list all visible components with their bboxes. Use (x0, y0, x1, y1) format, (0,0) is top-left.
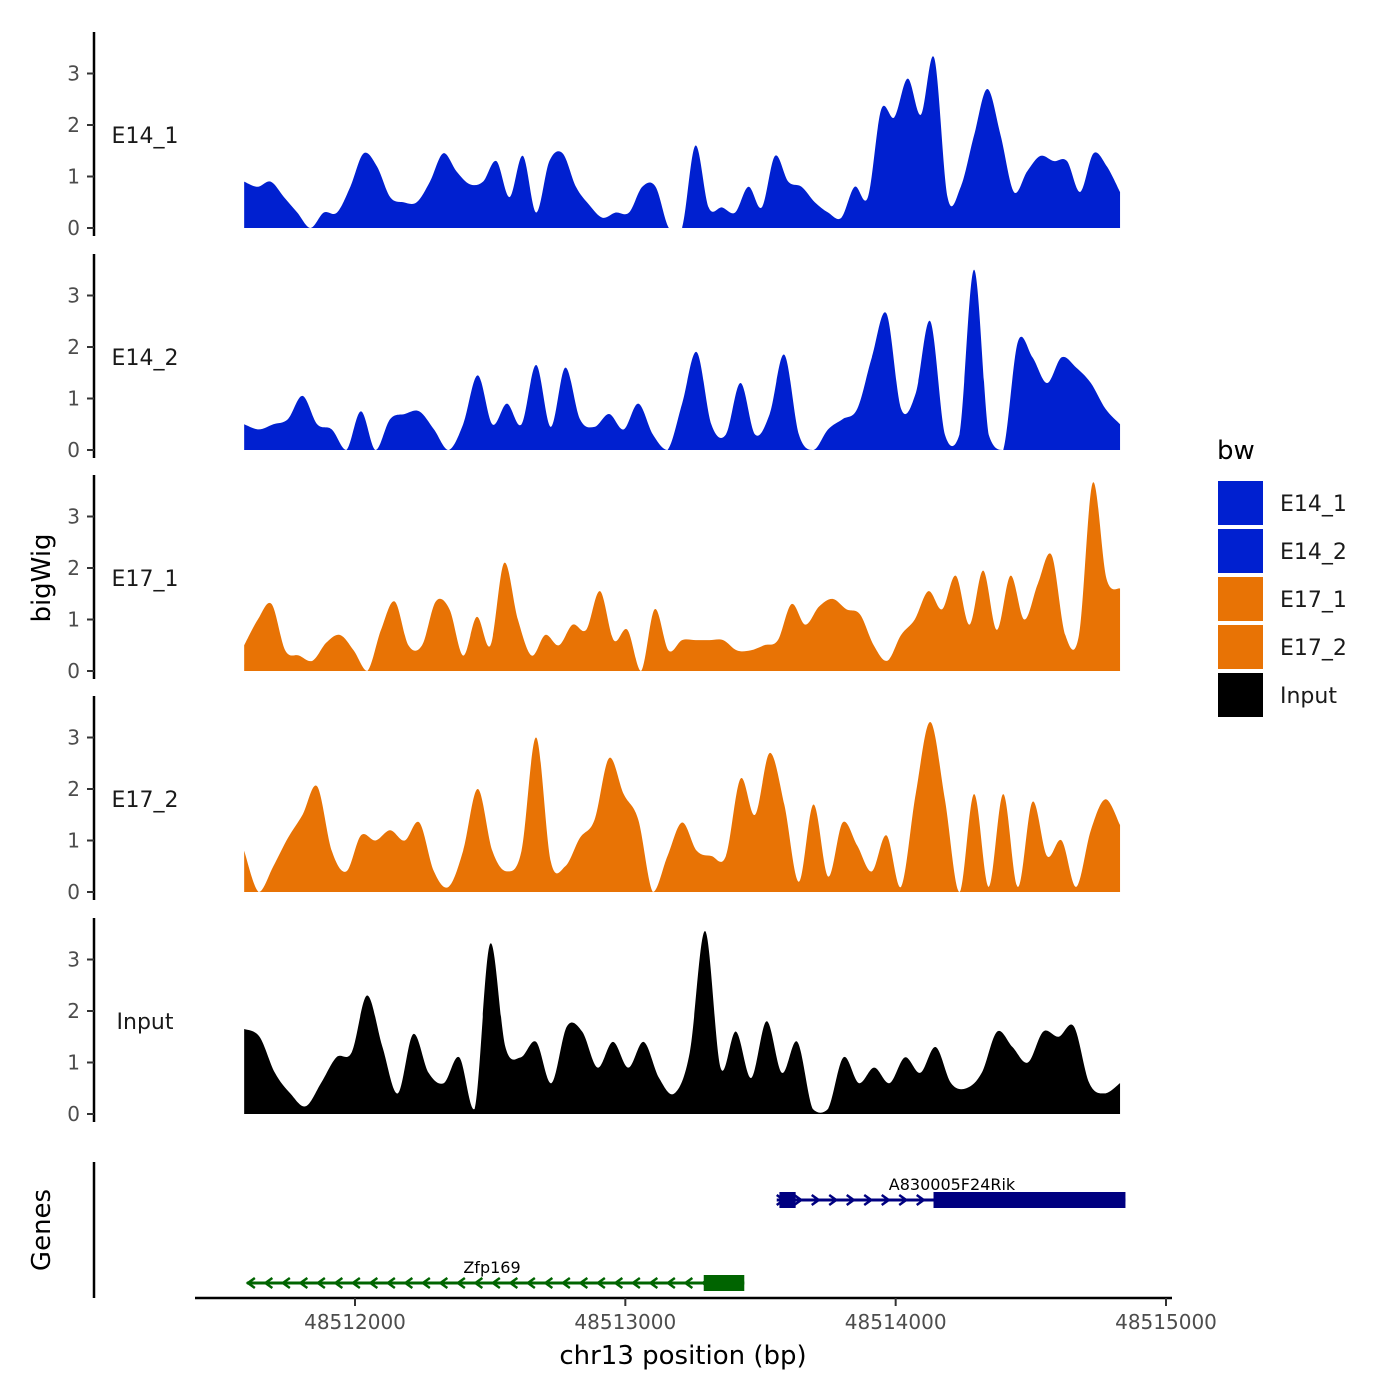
strand-chevron (578, 1276, 589, 1290)
strand-chevron (845, 1193, 856, 1207)
y-tick-label: 2 (67, 777, 80, 801)
strand-chevron (263, 1276, 274, 1290)
x-axis-title: chr13 position (bp) (559, 1341, 806, 1371)
strand-chevron (648, 1276, 659, 1290)
strand-chevron (280, 1276, 291, 1290)
signal-area-E14_2 (244, 269, 1121, 450)
strand-chevron (508, 1276, 519, 1290)
legend-swatch (1218, 577, 1263, 621)
strand-chevron (665, 1276, 676, 1290)
y-tick-label: 1 (67, 387, 80, 411)
y-tick-label: 3 (67, 62, 80, 86)
strand-chevron (543, 1276, 554, 1290)
strand-chevron (595, 1276, 606, 1290)
gene-Zfp169: Zfp169 (245, 1258, 745, 1291)
track-E17_2: 0 1 2 3 E17_2 (67, 696, 1121, 904)
strand-chevron (368, 1276, 379, 1290)
x-tick-label: 48512000 (304, 1310, 406, 1334)
y-tick-label: 0 (67, 880, 80, 904)
legend: bw E14_1 E14_2 E17_1 E17_2 Input (1217, 436, 1347, 717)
strand-chevron (915, 1193, 926, 1207)
y-tick-label: 3 (67, 284, 80, 308)
strand-chevron (880, 1193, 891, 1207)
strand-chevron (898, 1193, 909, 1207)
genes-axis-title: Genes (27, 1189, 57, 1271)
track-E14_1: 0 1 2 3 E14_1 (67, 32, 1121, 240)
strand-chevron (863, 1193, 874, 1207)
gene-label: Zfp169 (463, 1258, 520, 1277)
y-tick-label: 0 (67, 1102, 80, 1126)
signal-tracks: 0 1 2 3 E14_1 0 1 2 3 E14_2 0 1 2 3 E17_1 0 1 2 3 E17_2 0 1 2 3… (67, 32, 1121, 1126)
strand-chevron (683, 1276, 694, 1290)
y-tick-label: 1 (67, 1051, 80, 1075)
y-tick-label: 2 (67, 556, 80, 580)
track-E14_2: 0 1 2 3 E14_2 (67, 254, 1121, 462)
track-E17_1: 0 1 2 3 E17_1 (67, 475, 1121, 683)
strand-chevron (828, 1193, 839, 1207)
signal-area-E17_1 (244, 482, 1121, 671)
track-label: E14_1 (112, 124, 179, 149)
gene-A830005F24Rik: A830005F24Rik (775, 1175, 1126, 1208)
track-label: E17_2 (112, 788, 179, 813)
gene-track: A830005F24Rik Zfp169 (92, 1162, 1126, 1298)
x-axis: 48512000 48513000 48514000 48515000 (195, 1296, 1217, 1334)
y-tick-label: 3 (67, 505, 80, 529)
strand-chevron (438, 1276, 449, 1290)
y-tick-label: 1 (67, 829, 80, 853)
strand-chevron (810, 1193, 821, 1207)
legend-label: Input (1280, 684, 1337, 709)
gene-exon (703, 1275, 745, 1291)
signal-area-Input (244, 931, 1121, 1114)
track-label: Input (117, 1010, 174, 1035)
strand-chevron (315, 1276, 326, 1290)
gene-exon (779, 1192, 796, 1208)
y-tick-label: 0 (67, 659, 80, 683)
legend-swatch (1218, 481, 1263, 525)
legend-swatch (1218, 625, 1263, 669)
x-tick-label: 48513000 (574, 1310, 676, 1334)
y-tick-label: 2 (67, 335, 80, 359)
y-axis-title: bigWig (27, 533, 57, 622)
y-tick-label: 3 (67, 726, 80, 750)
legend-swatch (1218, 673, 1263, 717)
strand-chevron (245, 1276, 256, 1290)
y-tick-label: 1 (67, 608, 80, 632)
y-tick-label: 2 (67, 999, 80, 1023)
strand-chevron (455, 1276, 466, 1290)
legend-label: E17_1 (1280, 588, 1347, 613)
strand-chevron (420, 1276, 431, 1290)
track-label: E17_1 (112, 567, 179, 592)
strand-chevron (613, 1276, 624, 1290)
legend-title: bw (1217, 436, 1255, 466)
legend-label: E14_1 (1280, 492, 1347, 517)
y-tick-label: 2 (67, 113, 80, 137)
y-tick-label: 1 (67, 165, 80, 189)
y-tick-label: 0 (67, 438, 80, 462)
y-tick-label: 3 (67, 948, 80, 972)
strand-chevron (630, 1276, 641, 1290)
track-label: E14_2 (112, 346, 179, 371)
signal-area-E14_1 (244, 56, 1121, 229)
strand-chevron (490, 1276, 501, 1290)
strand-chevron (298, 1276, 309, 1290)
strand-chevron (560, 1276, 571, 1290)
x-tick-label: 48514000 (845, 1310, 947, 1334)
strand-chevron (793, 1193, 804, 1207)
strand-chevron (403, 1276, 414, 1290)
strand-chevron (473, 1276, 484, 1290)
legend-label: E17_2 (1280, 636, 1347, 661)
strand-chevron (350, 1276, 361, 1290)
legend-label: E14_2 (1280, 540, 1347, 565)
gene-label: A830005F24Rik (889, 1175, 1016, 1194)
strand-chevron (385, 1276, 396, 1290)
strand-chevron (525, 1276, 536, 1290)
gene-exon (933, 1192, 1126, 1208)
y-tick-label: 0 (67, 216, 80, 240)
strand-chevron (333, 1276, 344, 1290)
signal-area-E17_2 (244, 722, 1121, 892)
legend-swatch (1218, 529, 1263, 573)
x-tick-label: 48515000 (1115, 1310, 1217, 1334)
track-Input: 0 1 2 3 Input (67, 918, 1121, 1126)
